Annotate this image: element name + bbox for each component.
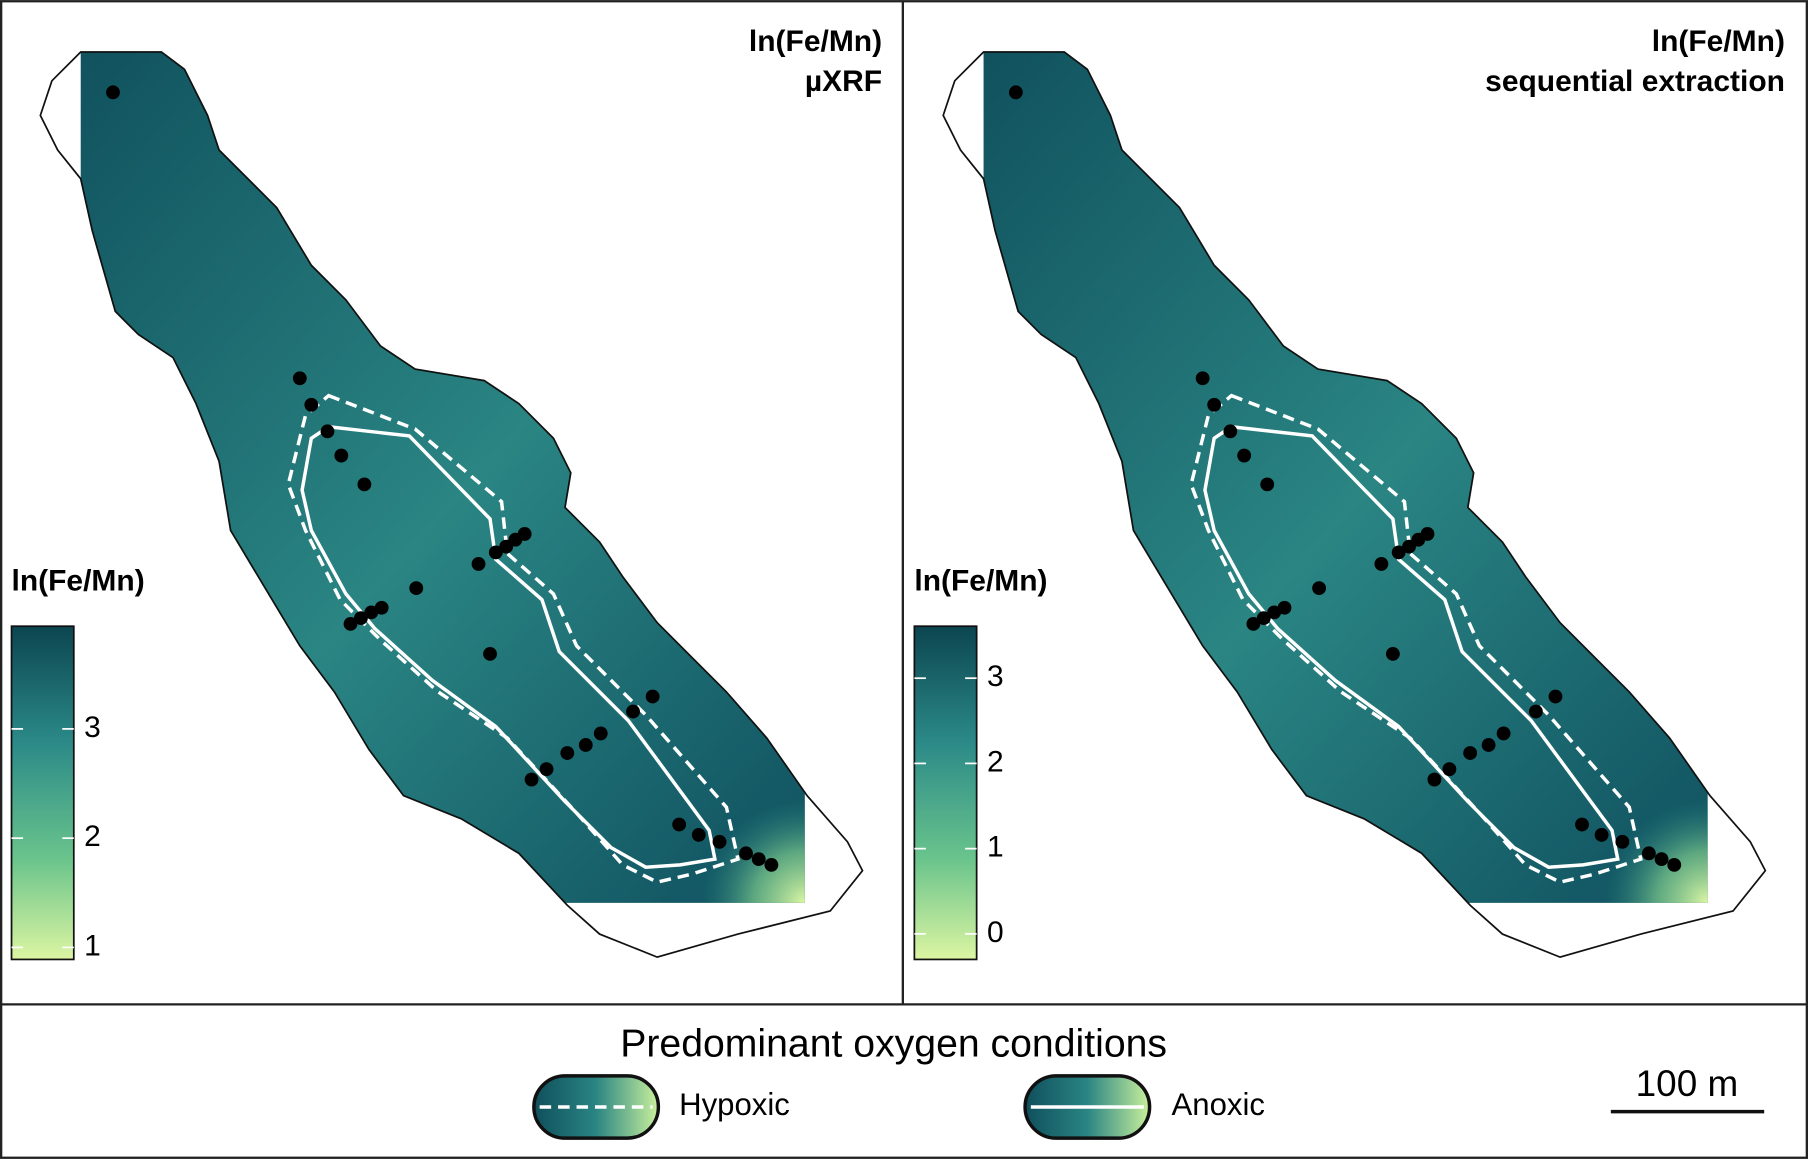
panel-title: ln(Fe/Mn) bbox=[749, 25, 882, 58]
tick-label: 2 bbox=[987, 745, 1004, 778]
scale-bar-label: 100 m bbox=[1636, 1063, 1739, 1104]
colorbar bbox=[10, 625, 75, 961]
legend-label: Anoxic bbox=[1172, 1087, 1265, 1122]
panel-title: sequential extraction bbox=[1485, 65, 1785, 98]
colorbar-title: ln(Fe/Mn) bbox=[12, 564, 145, 597]
tick-label: 3 bbox=[84, 711, 101, 744]
map bbox=[40, 52, 862, 957]
tick-label: 1 bbox=[987, 831, 1004, 864]
colorbar-title: ln(Fe/Mn) bbox=[914, 564, 1047, 597]
tick-label: 2 bbox=[84, 820, 101, 853]
colorbar bbox=[913, 625, 978, 961]
legend-label: Hypoxic bbox=[679, 1087, 790, 1122]
tick-label: 3 bbox=[987, 660, 1004, 693]
tick-label: 0 bbox=[987, 916, 1004, 949]
map bbox=[943, 52, 1765, 957]
panel-title: µXRF bbox=[805, 65, 882, 98]
panel-title: ln(Fe/Mn) bbox=[1652, 25, 1785, 58]
legend-title: Predominant oxygen conditions bbox=[620, 1022, 1167, 1065]
tick-label: 1 bbox=[84, 929, 101, 962]
